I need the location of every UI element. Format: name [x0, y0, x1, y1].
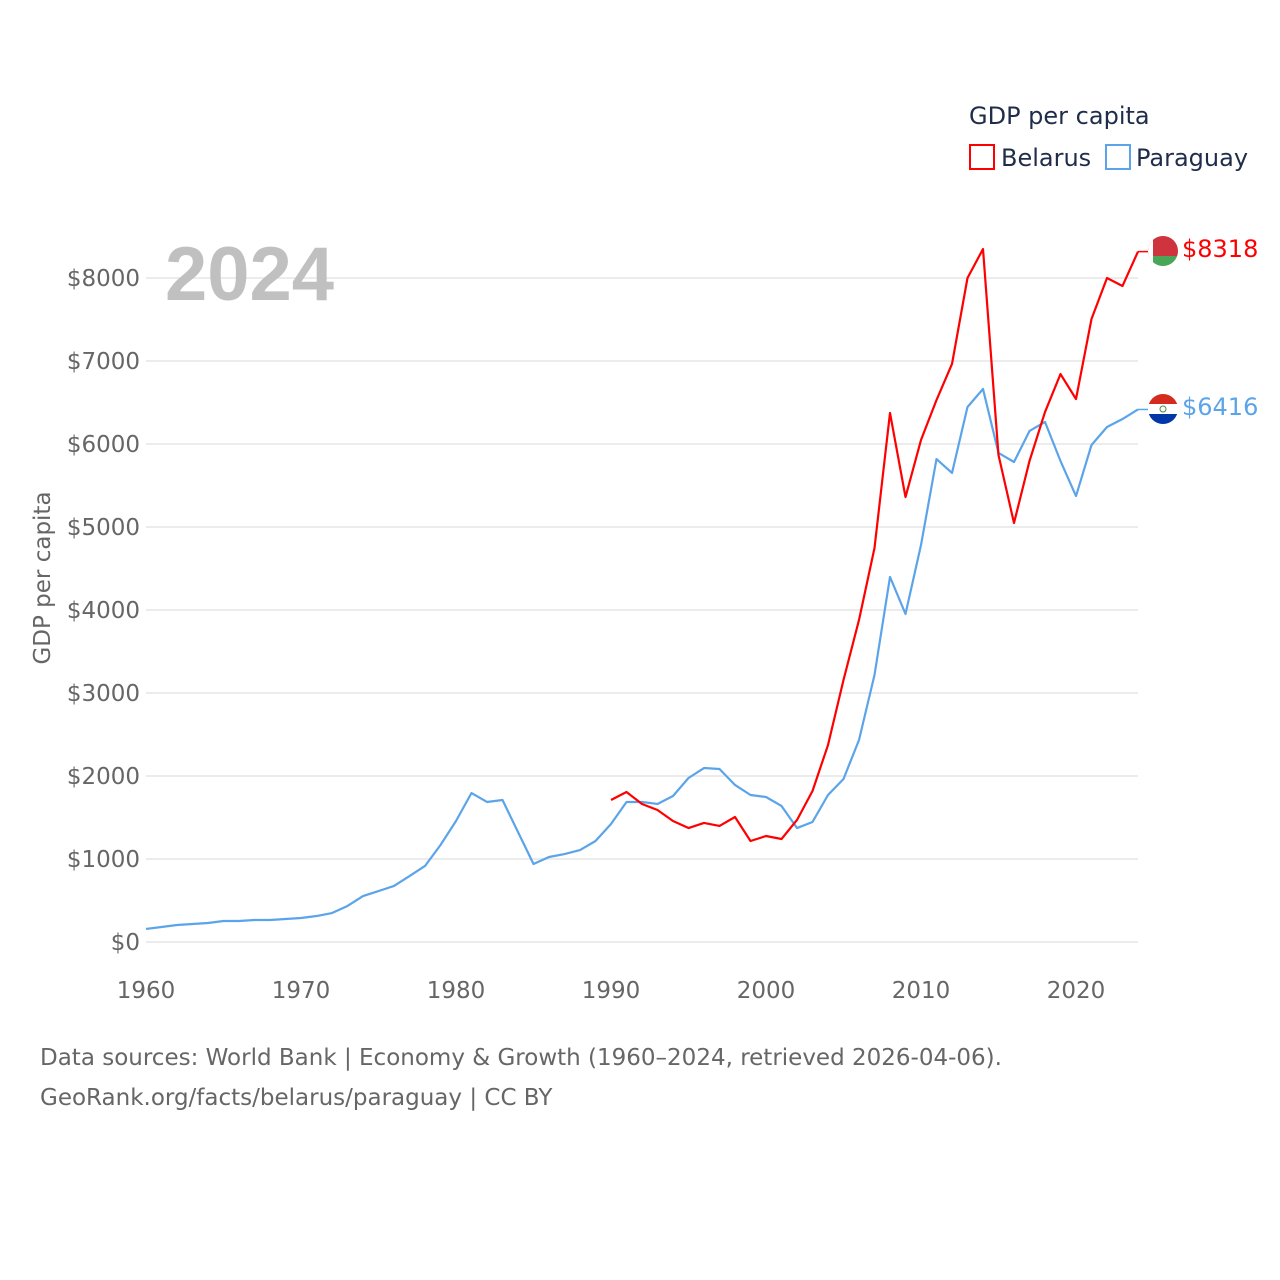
y-tick-label: $7000: [67, 349, 140, 375]
y-axis-label: GDP per capita: [30, 491, 56, 664]
series-line-belarus: [610, 247, 1140, 843]
paraguay-flag-icon: [1148, 394, 1178, 424]
y-tick-label: $2000: [67, 764, 140, 790]
x-tick-label: 1990: [582, 978, 641, 1004]
x-tick-label: 1960: [117, 978, 176, 1004]
belarus-flag-icon: [1148, 236, 1178, 266]
footer-sources: Data sources: World Bank | Economy & Gro…: [40, 1045, 1002, 1071]
x-tick-label: 2010: [892, 978, 951, 1004]
legend-title: GDP per capita: [969, 102, 1150, 130]
y-tick-label: $6000: [67, 432, 140, 458]
belarus-end-label: $8318: [1182, 235, 1258, 263]
legend-swatch-belarus: [969, 144, 995, 170]
legend-swatch-paraguay: [1105, 144, 1131, 170]
footer-attribution[interactable]: GeoRank.org/facts/belarus/paraguay | CC …: [40, 1085, 553, 1111]
x-tick-label: 2020: [1047, 978, 1106, 1004]
x-tick-label: 2000: [737, 978, 796, 1004]
x-tick-label: 1970: [272, 978, 331, 1004]
paraguay-end-label: $6416: [1182, 393, 1258, 421]
y-tick-label: $0: [111, 930, 140, 956]
x-tick-label: 1980: [427, 978, 486, 1004]
year-watermark: 2024: [165, 232, 334, 317]
y-tick-label: $8000: [67, 266, 140, 292]
y-tick-label: $3000: [67, 681, 140, 707]
legend: GDP per capita Belarus Paraguay: [969, 102, 1248, 172]
legend-label-belarus[interactable]: Belarus: [1001, 144, 1091, 172]
series-line-paraguay: [145, 387, 1139, 931]
y-tick-label: $1000: [67, 847, 140, 873]
y-tick-label: $4000: [67, 598, 140, 624]
y-tick-label: $5000: [67, 515, 140, 541]
legend-label-paraguay[interactable]: Paraguay: [1136, 144, 1248, 172]
